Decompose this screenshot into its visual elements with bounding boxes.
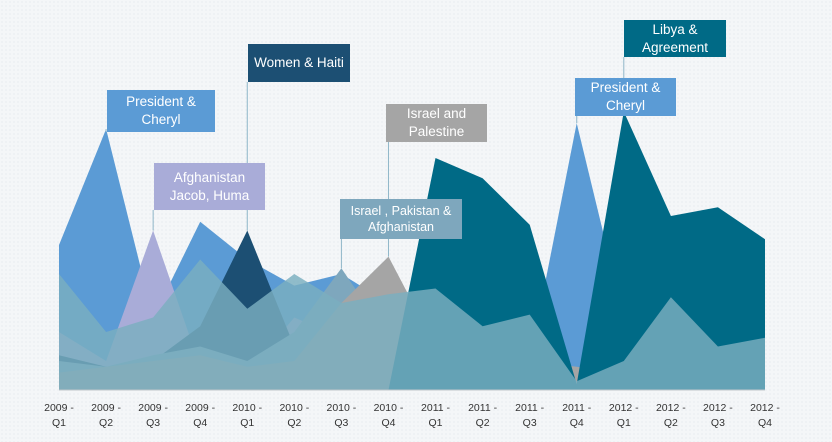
x-tick-label: 2010 -Q3 <box>327 402 357 429</box>
x-tick-label: 2009 -Q1 <box>44 402 74 429</box>
x-tick-label: 2012 -Q1 <box>609 402 639 429</box>
x-tick-label: 2011 -Q3 <box>515 402 544 429</box>
x-tick-label: 2012 -Q3 <box>703 402 733 429</box>
x-tick-label: 2012 -Q2 <box>656 402 686 429</box>
x-tick-label: 2010 -Q1 <box>232 402 262 429</box>
x-tick-label: 2011 -Q2 <box>468 402 497 429</box>
series-areas <box>59 111 765 390</box>
x-tick-label: 2009 -Q4 <box>185 402 215 429</box>
callout-afghanistan-jacob-huma: Afghanistan Jacob, Huma <box>154 163 265 210</box>
x-axis-tick-labels: 2009 -Q1 2009 -Q2 2009 -Q3 2009 -Q4 2010 -Q1… <box>44 402 780 429</box>
series-area-5 <box>59 111 765 390</box>
x-tick-label: 2011 -Q1 <box>421 402 450 429</box>
callout-israel-palestine: Israel and Palestine <box>386 104 487 142</box>
callout-israel-pakistan-afghanistan: Israel , Pakistan & Afghanistan <box>340 199 462 239</box>
callout-president-cheryl-2009: President & Cheryl <box>107 90 215 132</box>
callout-libya-agreement: Libya & Agreement <box>624 20 726 57</box>
callout-president-cheryl-2011: President & Cheryl <box>575 78 676 116</box>
x-tick-label: 2010 -Q4 <box>374 402 404 429</box>
series-area-6 <box>59 259 765 390</box>
series-5 <box>59 111 765 390</box>
series-6 <box>59 259 765 390</box>
x-tick-label: 2012 -Q4 <box>750 402 780 429</box>
x-tick-label: 2011 -Q4 <box>562 402 591 429</box>
x-tick-label: 2009 -Q3 <box>138 402 168 429</box>
callout-women-haiti: Women & Haiti <box>248 44 350 82</box>
x-tick-label: 2009 -Q2 <box>91 402 121 429</box>
x-tick-label: 2010 -Q2 <box>279 402 309 429</box>
